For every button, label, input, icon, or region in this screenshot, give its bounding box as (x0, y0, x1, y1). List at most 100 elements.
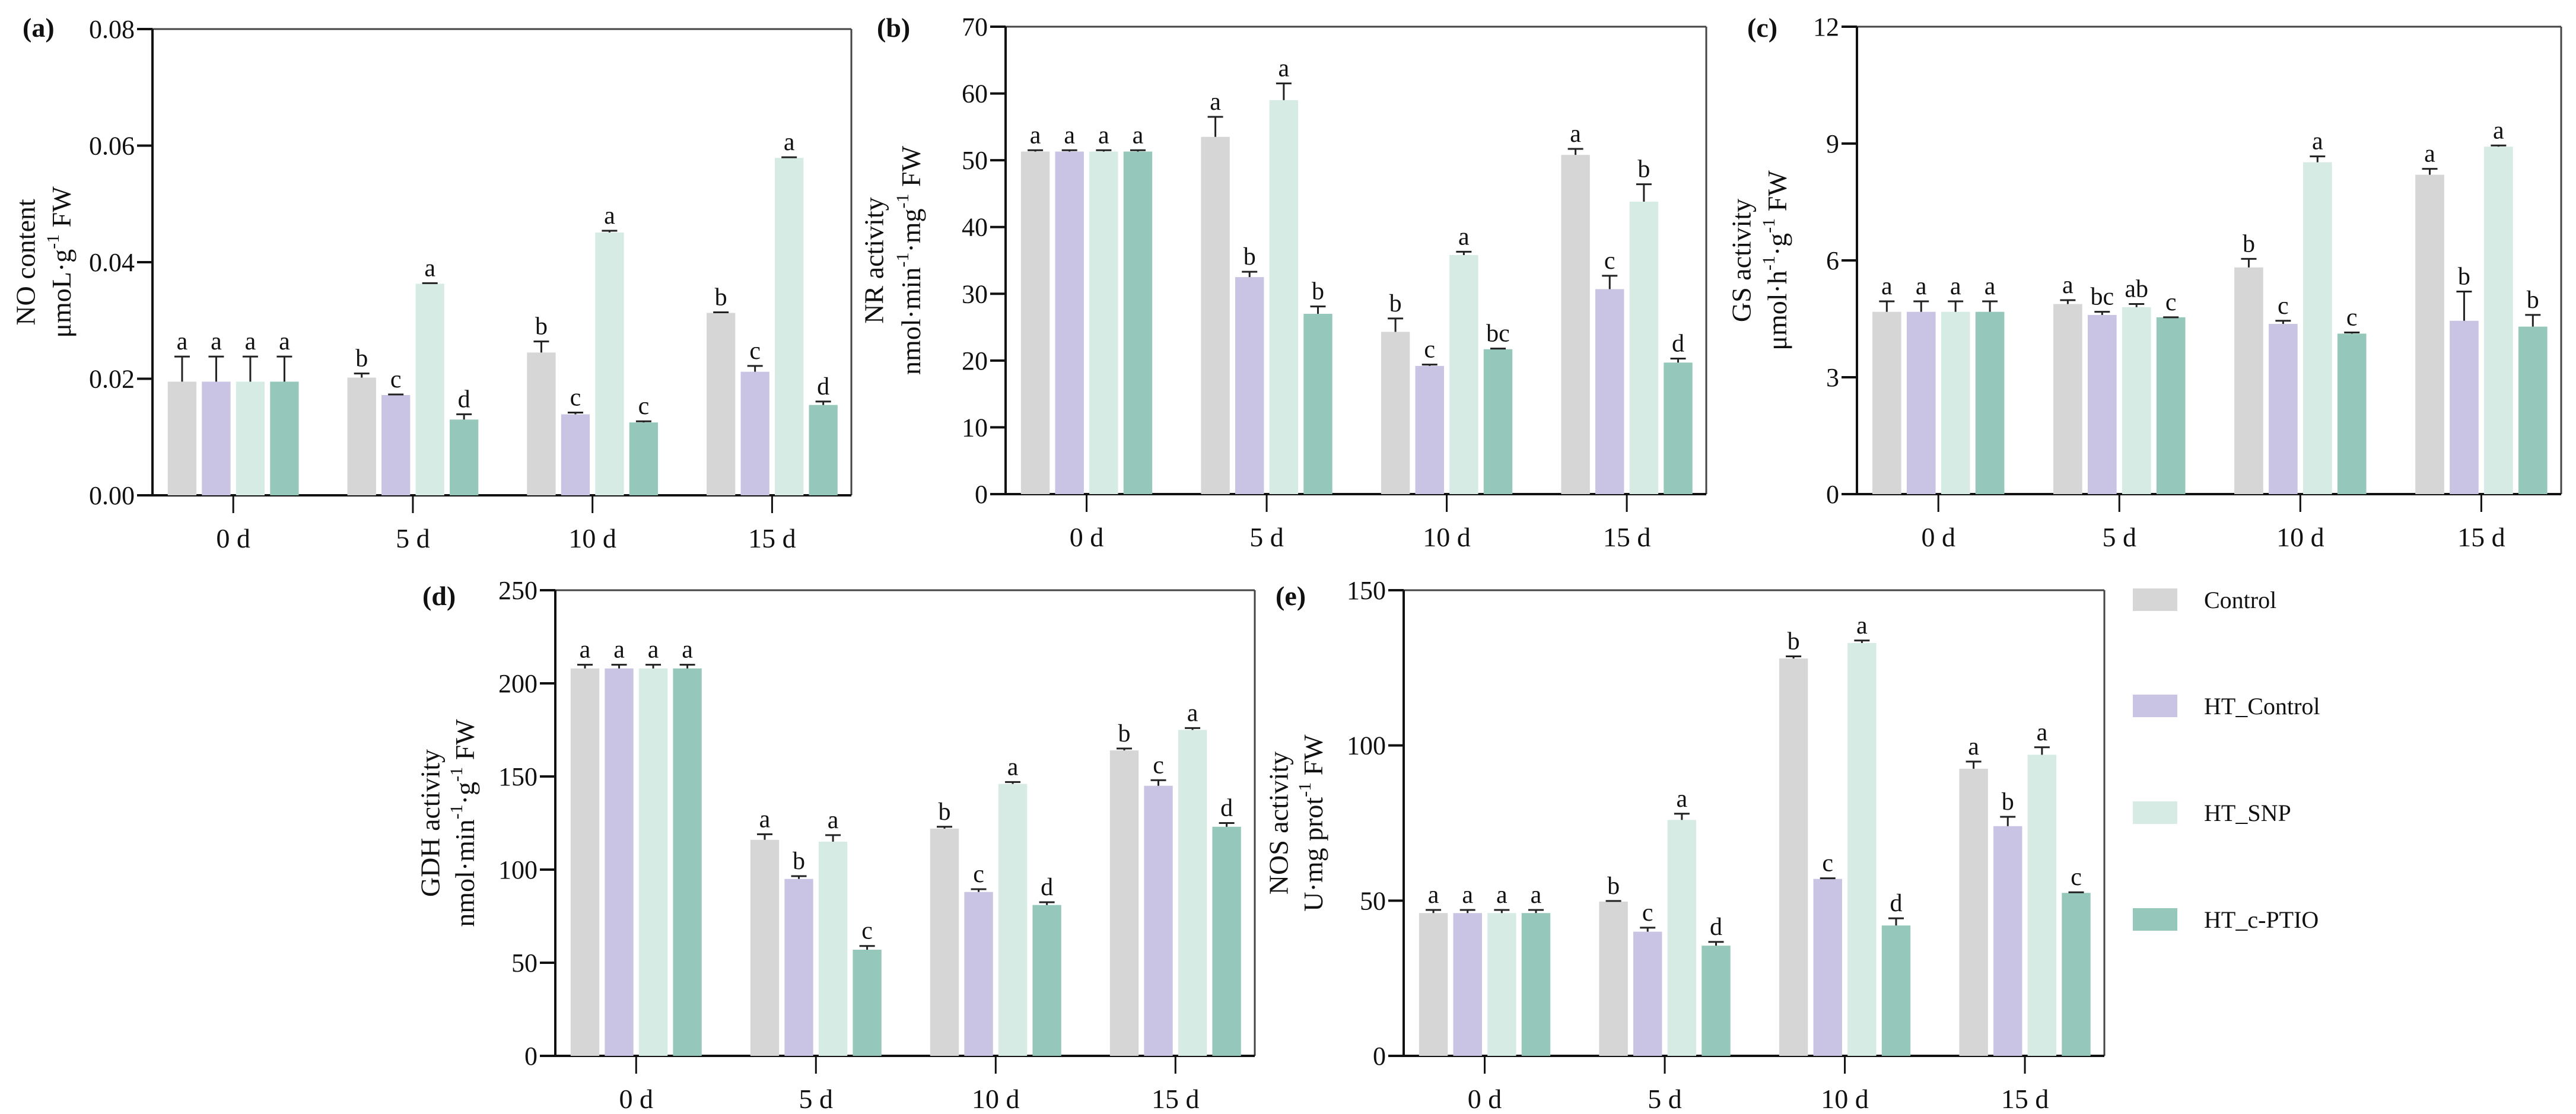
bar-control (1599, 901, 1628, 1056)
unit-superscript: -1 (893, 253, 912, 268)
y-tick-label: 50 (511, 949, 538, 978)
bar-ht-c-ptio (1483, 349, 1513, 494)
x-tick-label: 15 d (748, 523, 796, 553)
bar-control (570, 668, 600, 1056)
bar-control (2053, 304, 2082, 494)
y-tick-label: 0 (1373, 1042, 1386, 1071)
bar-ht-snp (638, 668, 668, 1056)
legend-item-ht-snp: HT_SNP (2133, 795, 2291, 830)
legend-swatch-ht-snp (2133, 801, 2177, 824)
bar-control (1201, 136, 1230, 494)
legend-item-ht-control: HT_Control (2133, 688, 2320, 724)
significance-letter: c (1604, 247, 1615, 275)
significance-letter: c (2278, 292, 2289, 320)
y-axis-title: NR activity (859, 197, 889, 323)
bar-ht-c-ptio (1521, 913, 1551, 1056)
unit-text: FW (1298, 734, 1328, 782)
x-tick-label: 0 d (1070, 522, 1104, 552)
y-tick-label: 20 (962, 346, 988, 375)
significance-letter: b (1312, 278, 1324, 305)
bar-control (1109, 750, 1139, 1056)
significance-letter: c (2346, 304, 2358, 331)
x-tick-label: 5 d (1249, 522, 1284, 552)
bar-ht-control (1415, 365, 1444, 494)
bar-ht-snp (818, 841, 848, 1056)
bar-ht-control (202, 381, 231, 495)
significance-letter: b (1607, 873, 1620, 900)
unit-text: ·mg (896, 208, 926, 252)
significance-letter: a (2424, 141, 2435, 168)
bar-control (347, 377, 376, 495)
y-tick-label: 12 (1813, 12, 1839, 42)
bar-ht-c-ptio (1664, 362, 1693, 494)
significance-letter: bc (2090, 284, 2114, 311)
significance-letter: a (1856, 612, 1868, 639)
significance-letter: b (938, 798, 950, 826)
y-tick-label: 0 (975, 480, 988, 509)
y-tick-label: 50 (962, 146, 988, 175)
unit-superscript: -1 (1759, 218, 1779, 233)
y-axis-unit: U·mg prot-1 FW (1295, 734, 1328, 912)
y-tick-label: 40 (962, 213, 988, 242)
bar-ht-snp (1178, 730, 1207, 1056)
unit-text: μmol·h (1762, 270, 1792, 351)
legend-label: HT_SNP (2204, 799, 2291, 826)
x-tick-label: 15 d (1152, 1084, 1200, 1114)
bar-ht-c-ptio (2062, 893, 2091, 1056)
bar-ht-c-ptio (1303, 314, 1332, 494)
significance-letter: a (2062, 272, 2073, 299)
y-tick-label: 0.06 (89, 132, 135, 161)
significance-letter: bc (1486, 320, 1510, 348)
significance-letter: a (1187, 699, 1198, 727)
significance-letter: c (1424, 336, 1435, 364)
significance-letter: a (784, 129, 795, 156)
bar-ht-c-ptio (2156, 317, 2186, 494)
significance-letter: b (715, 284, 727, 311)
y-tick-label: 10 (962, 413, 988, 442)
unit-text: FW (450, 719, 480, 767)
bar-control (167, 381, 197, 495)
significance-letter: a (828, 807, 839, 834)
significance-letter: c (861, 918, 873, 945)
panel-label: (d) (422, 581, 456, 611)
bar-ht-control (740, 371, 769, 495)
significance-letter: d (1710, 914, 1722, 941)
bar-ht-c-ptio (1032, 905, 1061, 1056)
x-tick-label: 0 d (1468, 1084, 1502, 1114)
bar-control (2415, 174, 2444, 494)
bar-ht-control (1633, 931, 1662, 1056)
legend-item-ht-c-ptio: HT_c-PTIO (2133, 902, 2319, 937)
x-tick-label: 0 d (216, 523, 250, 553)
significance-letter: a (1985, 273, 1996, 300)
bar-ht-control (1144, 785, 1173, 1056)
y-tick-label: 60 (962, 79, 988, 109)
x-tick-label: 5 d (396, 523, 430, 553)
bar-ht-c-ptio (1123, 151, 1153, 495)
bar-ht-snp (1667, 820, 1697, 1056)
significance-letter: a (1098, 122, 1109, 149)
bar-ht-snp (2484, 147, 2513, 495)
unit-text: U·mg prot (1298, 797, 1328, 912)
significance-letter: b (2243, 230, 2255, 257)
y-tick-label: 250 (498, 576, 538, 605)
bar-ht-control (2269, 324, 2298, 494)
x-tick-label: 15 d (2001, 1084, 2049, 1114)
significance-letter: d (1672, 330, 1684, 357)
bar-ht-snp (1941, 311, 1970, 494)
significance-letter: b (535, 313, 548, 340)
significance-letter: a (1064, 122, 1075, 149)
significance-letter: a (1496, 881, 1508, 909)
bar-control (1561, 155, 1590, 494)
significance-letter: c (1153, 752, 1164, 779)
significance-letter: c (1822, 850, 1833, 877)
significance-letter: b (1788, 628, 1800, 655)
bar-ht-snp (1449, 254, 1478, 494)
bar-control (1779, 658, 1808, 1056)
x-tick-label: 15 d (2457, 522, 2505, 552)
significance-letter: a (759, 806, 771, 833)
bar-control (2234, 267, 2263, 494)
significance-letter: a (1968, 733, 1979, 760)
